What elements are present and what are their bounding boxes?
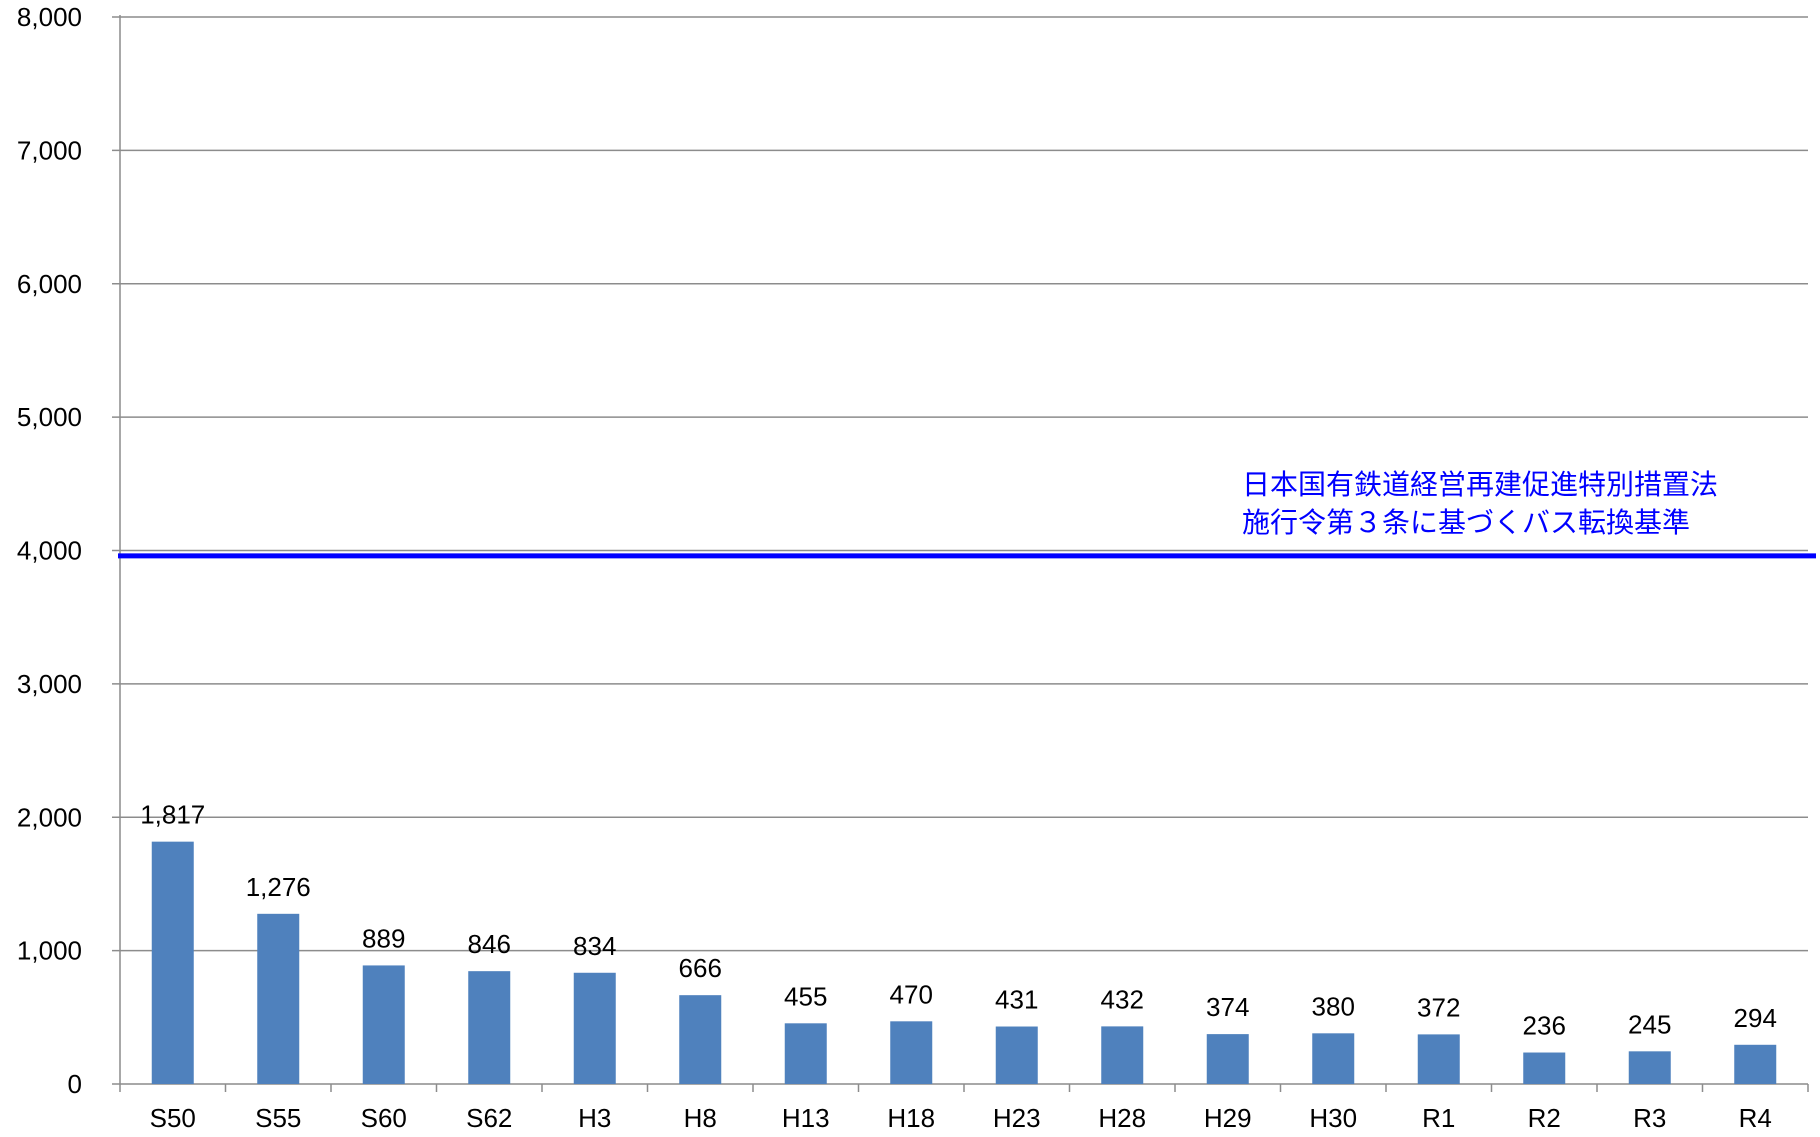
data-label-s62: 846 (468, 929, 511, 959)
x-axis-tick-label-r4: R4 (1739, 1103, 1772, 1132)
bar-h3 (573, 972, 616, 1084)
bar-r2 (1523, 1052, 1566, 1084)
bar-s50 (151, 841, 194, 1084)
bar-h13 (784, 1023, 827, 1084)
y-axis-tick-label: 0 (68, 1069, 82, 1099)
data-label-h28: 432 (1101, 984, 1144, 1014)
x-axis-tick-label-r1: R1 (1422, 1103, 1455, 1132)
data-label-s60: 889 (362, 923, 405, 953)
data-label-r2: 236 (1523, 1011, 1566, 1041)
x-axis-tick-label-h28: H28 (1098, 1103, 1146, 1132)
y-axis-tick-label: 7,000 (17, 135, 82, 165)
data-label-h23: 431 (995, 985, 1038, 1015)
bar-h23 (995, 1026, 1038, 1084)
bar-s62 (468, 971, 511, 1084)
gridlines (120, 16, 1808, 952)
x-axis-tick-label-h23: H23 (993, 1103, 1041, 1132)
y-axis-tick-label: 3,000 (17, 669, 82, 699)
x-axis-tick-label-s55: S55 (255, 1103, 301, 1132)
bar-h28 (1101, 1026, 1144, 1084)
bar-h8 (679, 995, 722, 1084)
bar-r1 (1417, 1034, 1460, 1084)
bar-s55 (257, 913, 300, 1084)
bar-s60 (362, 965, 405, 1084)
bar-r3 (1628, 1051, 1671, 1084)
data-label-r3: 245 (1628, 1009, 1671, 1039)
y-axis-tick-labels: 0 1,000 2,000 3,000 4,000 5,000 6,000 7,000 8,00… (17, 2, 82, 1099)
y-axis-tick-label: 5,000 (17, 402, 82, 432)
bars (151, 841, 1777, 1084)
x-axis-tick-label-h30: H30 (1309, 1103, 1357, 1132)
x-axis-tick-label-h18: H18 (887, 1103, 935, 1132)
x-axis-tick-label-h13: H13 (782, 1103, 830, 1132)
y-axis-tick-label: 1,000 (17, 936, 82, 966)
x-axis-tick-label-h8: H8 (684, 1103, 717, 1132)
x-axis-tick-label-h29: H29 (1204, 1103, 1252, 1132)
data-label-h3: 834 (573, 931, 616, 961)
y-axis-tick-label: 6,000 (17, 269, 82, 299)
reference-line-annotation: 日本国有鉄道経営再建促進特別措置法 施行令第３条に基づくバス転換基準 (1242, 466, 1718, 542)
bar-h30 (1312, 1033, 1355, 1084)
data-label-r4: 294 (1734, 1003, 1777, 1033)
x-axis-tick-label-s62: S62 (466, 1103, 512, 1132)
data-label-h29: 374 (1206, 992, 1249, 1022)
data-labels: 1,817 1,276 889 846 834 666 455 470 431 432 374 380… (140, 800, 1777, 1041)
x-axis-tick-label-s60: S60 (361, 1103, 407, 1132)
data-label-h8: 666 (679, 953, 722, 983)
reference-line-label-line-1: 日本国有鉄道経営再建促進特別措置法 (1242, 468, 1719, 501)
data-label-h30: 380 (1312, 991, 1355, 1021)
data-label-s50: 1,817 (140, 800, 205, 830)
y-axis-tick-label: 4,000 (17, 536, 82, 566)
x-axis-tick-label-r2: R2 (1528, 1103, 1561, 1132)
bar-r4 (1734, 1044, 1777, 1084)
y-axis-tick-label: 8,000 (17, 2, 82, 32)
x-axis-tick-label-h3: H3 (578, 1103, 611, 1132)
x-axis-tick-labels: S50 S55 S60 S62 H3 H8 H13 H18 H23 H28 H29 H30 R1 R2 R3… (150, 1103, 1772, 1133)
x-axis-tick-label-s50: S50 (150, 1103, 196, 1132)
data-label-h13: 455 (784, 981, 827, 1011)
data-label-r1: 372 (1417, 992, 1460, 1022)
y-axis-tick-label: 2,000 (17, 802, 82, 832)
bar-h18 (890, 1021, 933, 1084)
bar-h29 (1206, 1034, 1249, 1084)
data-label-s55: 1,276 (246, 872, 311, 902)
x-axis-tick-label-r3: R3 (1633, 1103, 1666, 1132)
data-label-h18: 470 (890, 979, 933, 1009)
reference-line-label-line-2: 施行令第３条に基づくバス転換基準 (1242, 506, 1691, 539)
